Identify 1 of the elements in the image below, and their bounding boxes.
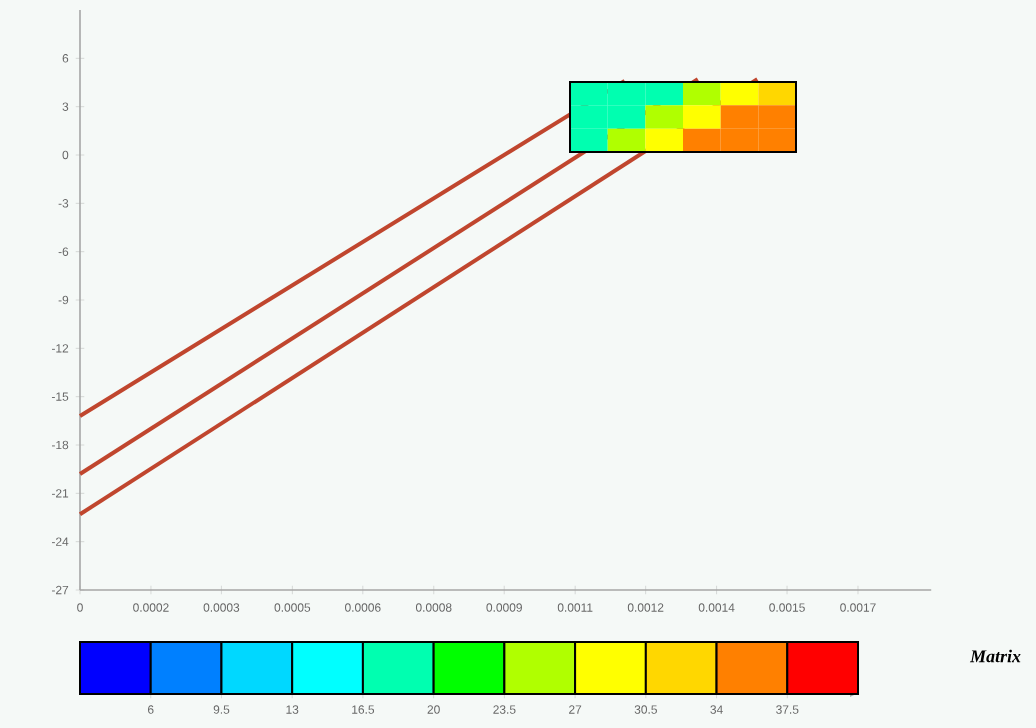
color-bar-title: Matrix	[969, 649, 1021, 663]
